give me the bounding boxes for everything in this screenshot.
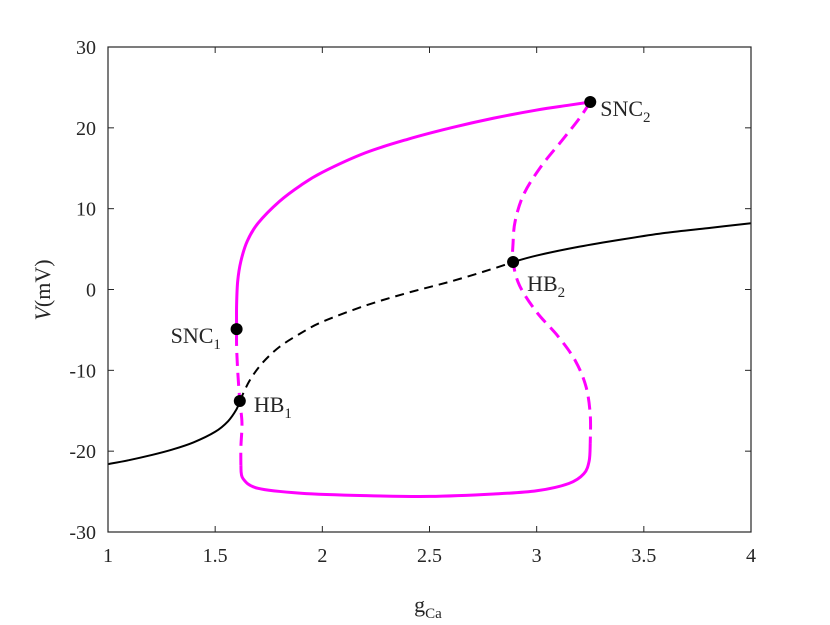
marker-snc2 [584, 95, 597, 108]
marker-label-hb2: HB2 [527, 271, 565, 301]
marker-hb2 [507, 256, 520, 269]
plot-frame [107, 46, 752, 533]
marker-label-name: SNC [600, 96, 643, 121]
marker-label-sub: 2 [643, 110, 651, 126]
periodic-branch-stable-3 [235, 100, 591, 330]
y-tick-label: 30 [76, 37, 96, 59]
marker-label-name: HB [527, 271, 558, 296]
marker-label-hb1: HB1 [254, 392, 292, 422]
equilibrium-branch-unstable-1 [238, 261, 514, 402]
x-tick-label: 4 [746, 545, 756, 567]
marker-hb1 [233, 395, 246, 408]
y-tick-label: -10 [69, 360, 96, 382]
y-tick-label: 10 [76, 199, 96, 221]
marker-label-name: SNC [171, 323, 214, 348]
curves-layer [107, 100, 752, 498]
marker-snc1 [230, 323, 243, 336]
x-tick-label: 2 [317, 545, 327, 567]
marker-label-snc1: SNC1 [171, 323, 221, 353]
marker-label-sub: 2 [558, 285, 566, 301]
marker-label-sub: 1 [284, 406, 292, 422]
x-tick-label: 2.5 [417, 545, 442, 567]
marker-label-snc2: SNC2 [600, 96, 650, 126]
periodic-branch-stable-5 [239, 442, 592, 498]
y-axis-label: V(mV) [30, 259, 55, 320]
equilibrium-branch-stable-0 [107, 400, 241, 466]
x-axis-label: gCa [414, 592, 442, 622]
x-tick-label: 3 [532, 545, 542, 567]
y-tick-label: -30 [69, 522, 96, 544]
equilibrium-branch-stable-2 [512, 222, 752, 263]
ticks-layer: 1 1.5 2 2.5 3 3.5 4 -30 -20 -10 0 10 20 30 [69, 37, 756, 567]
y-tick-label: -20 [69, 441, 96, 463]
marker-label-name: HB [254, 392, 285, 417]
x-tick-label: 1.5 [203, 545, 228, 567]
x-tick-label: 3.5 [631, 545, 656, 567]
y-tick-label: 0 [86, 280, 96, 302]
x-tick-label: 1 [103, 545, 113, 567]
y-tick-label: 20 [76, 118, 96, 140]
marker-label-sub: 1 [213, 337, 221, 353]
